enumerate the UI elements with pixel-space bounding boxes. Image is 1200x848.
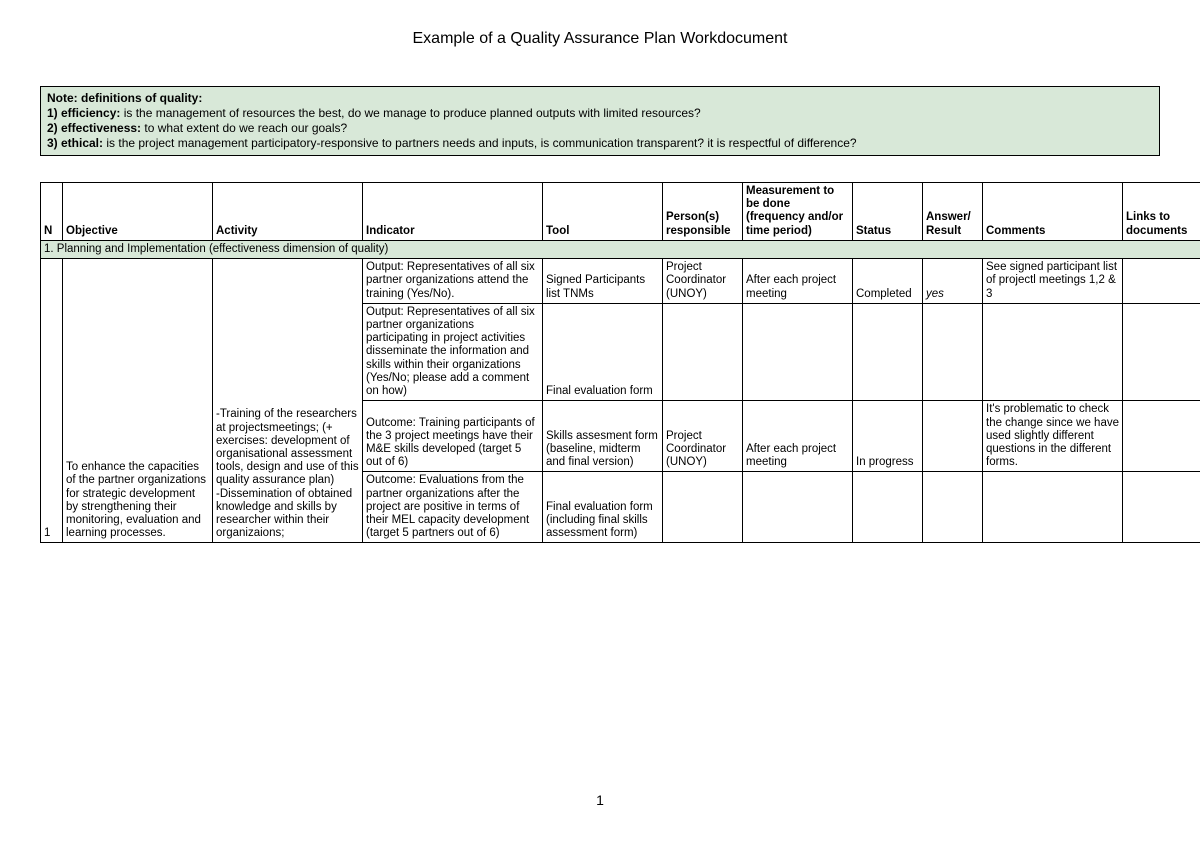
page-title: Example of a Quality Assurance Plan Work… bbox=[40, 30, 1160, 48]
cell-n: 1 bbox=[41, 259, 63, 543]
cell-objective: To enhance the capacities of the partner… bbox=[63, 259, 213, 543]
cell-answer bbox=[923, 303, 983, 401]
col-objective: Objective bbox=[63, 183, 213, 241]
note-eff-label: 1) efficiency: bbox=[47, 106, 124, 120]
qa-plan-table: N Objective Activity Indicator Tool Pers… bbox=[40, 182, 1200, 543]
col-tool: Tool bbox=[543, 183, 663, 241]
cell-links bbox=[1123, 259, 1200, 304]
cell-tool: Final evaluation form (including final s… bbox=[543, 472, 663, 543]
cell-persons bbox=[663, 303, 743, 401]
cell-links bbox=[1123, 472, 1200, 543]
cell-comments: See signed participant list of projectl … bbox=[983, 259, 1123, 304]
cell-persons bbox=[663, 472, 743, 543]
note-eff-text: is the management of resources the best,… bbox=[124, 106, 701, 120]
col-indicator: Indicator bbox=[363, 183, 543, 241]
cell-indicator: Output: Representatives of all six partn… bbox=[363, 259, 543, 304]
cell-tool: Final evaluation form bbox=[543, 303, 663, 401]
cell-indicator: Output: Representatives of all six partn… bbox=[363, 303, 543, 401]
cell-measurement: After each project meeting bbox=[743, 259, 853, 304]
note-effv-label: 2) effectiveness: bbox=[47, 121, 144, 135]
col-n: N bbox=[41, 183, 63, 241]
col-comments: Comments bbox=[983, 183, 1123, 241]
note-heading: Note: definitions of quality: bbox=[47, 91, 202, 105]
table-row: 1 To enhance the capacities of the partn… bbox=[41, 259, 1200, 304]
section-heading: 1. Planning and Implementation (effectiv… bbox=[41, 240, 1200, 258]
cell-answer: yes bbox=[923, 259, 983, 304]
cell-status bbox=[853, 472, 923, 543]
cell-measurement bbox=[743, 303, 853, 401]
col-answer: Answer/Result bbox=[923, 183, 983, 241]
section-row: 1. Planning and Implementation (effectiv… bbox=[41, 240, 1200, 258]
cell-indicator: Outcome: Evaluations from the partner or… bbox=[363, 472, 543, 543]
cell-links bbox=[1123, 303, 1200, 401]
cell-status bbox=[853, 303, 923, 401]
cell-persons: Project Coordinator (UNOY) bbox=[663, 401, 743, 472]
cell-links bbox=[1123, 401, 1200, 472]
cell-comments bbox=[983, 303, 1123, 401]
table-header-row: N Objective Activity Indicator Tool Pers… bbox=[41, 183, 1200, 241]
cell-activity: -Training of the researchers at projects… bbox=[213, 259, 363, 543]
cell-measurement: After each project meeting bbox=[743, 401, 853, 472]
cell-tool: Skills assesment form (baseline, midterm… bbox=[543, 401, 663, 472]
cell-status: Completed bbox=[853, 259, 923, 304]
col-measurement: Measurement to be done (frequency and/or… bbox=[743, 183, 853, 241]
col-status: Status bbox=[853, 183, 923, 241]
cell-measurement bbox=[743, 472, 853, 543]
col-activity: Activity bbox=[213, 183, 363, 241]
cell-comments bbox=[983, 472, 1123, 543]
page-number: 1 bbox=[0, 792, 1200, 808]
cell-answer bbox=[923, 401, 983, 472]
cell-answer bbox=[923, 472, 983, 543]
cell-status: In progress bbox=[853, 401, 923, 472]
note-effv-text: to what extent do we reach our goals? bbox=[144, 121, 347, 135]
cell-tool: Signed Participants list TNMs bbox=[543, 259, 663, 304]
note-eth-text: is the project management participatory-… bbox=[106, 136, 856, 150]
col-links: Links to documents bbox=[1123, 183, 1200, 241]
cell-persons: Project Coordinator (UNOY) bbox=[663, 259, 743, 304]
definitions-note: Note: definitions of quality: 1) efficie… bbox=[40, 86, 1160, 156]
cell-comments: It's problematic to check the change sin… bbox=[983, 401, 1123, 472]
col-persons: Person(s) responsible bbox=[663, 183, 743, 241]
cell-indicator: Outcome: Training participants of the 3 … bbox=[363, 401, 543, 472]
note-eth-label: 3) ethical: bbox=[47, 136, 106, 150]
